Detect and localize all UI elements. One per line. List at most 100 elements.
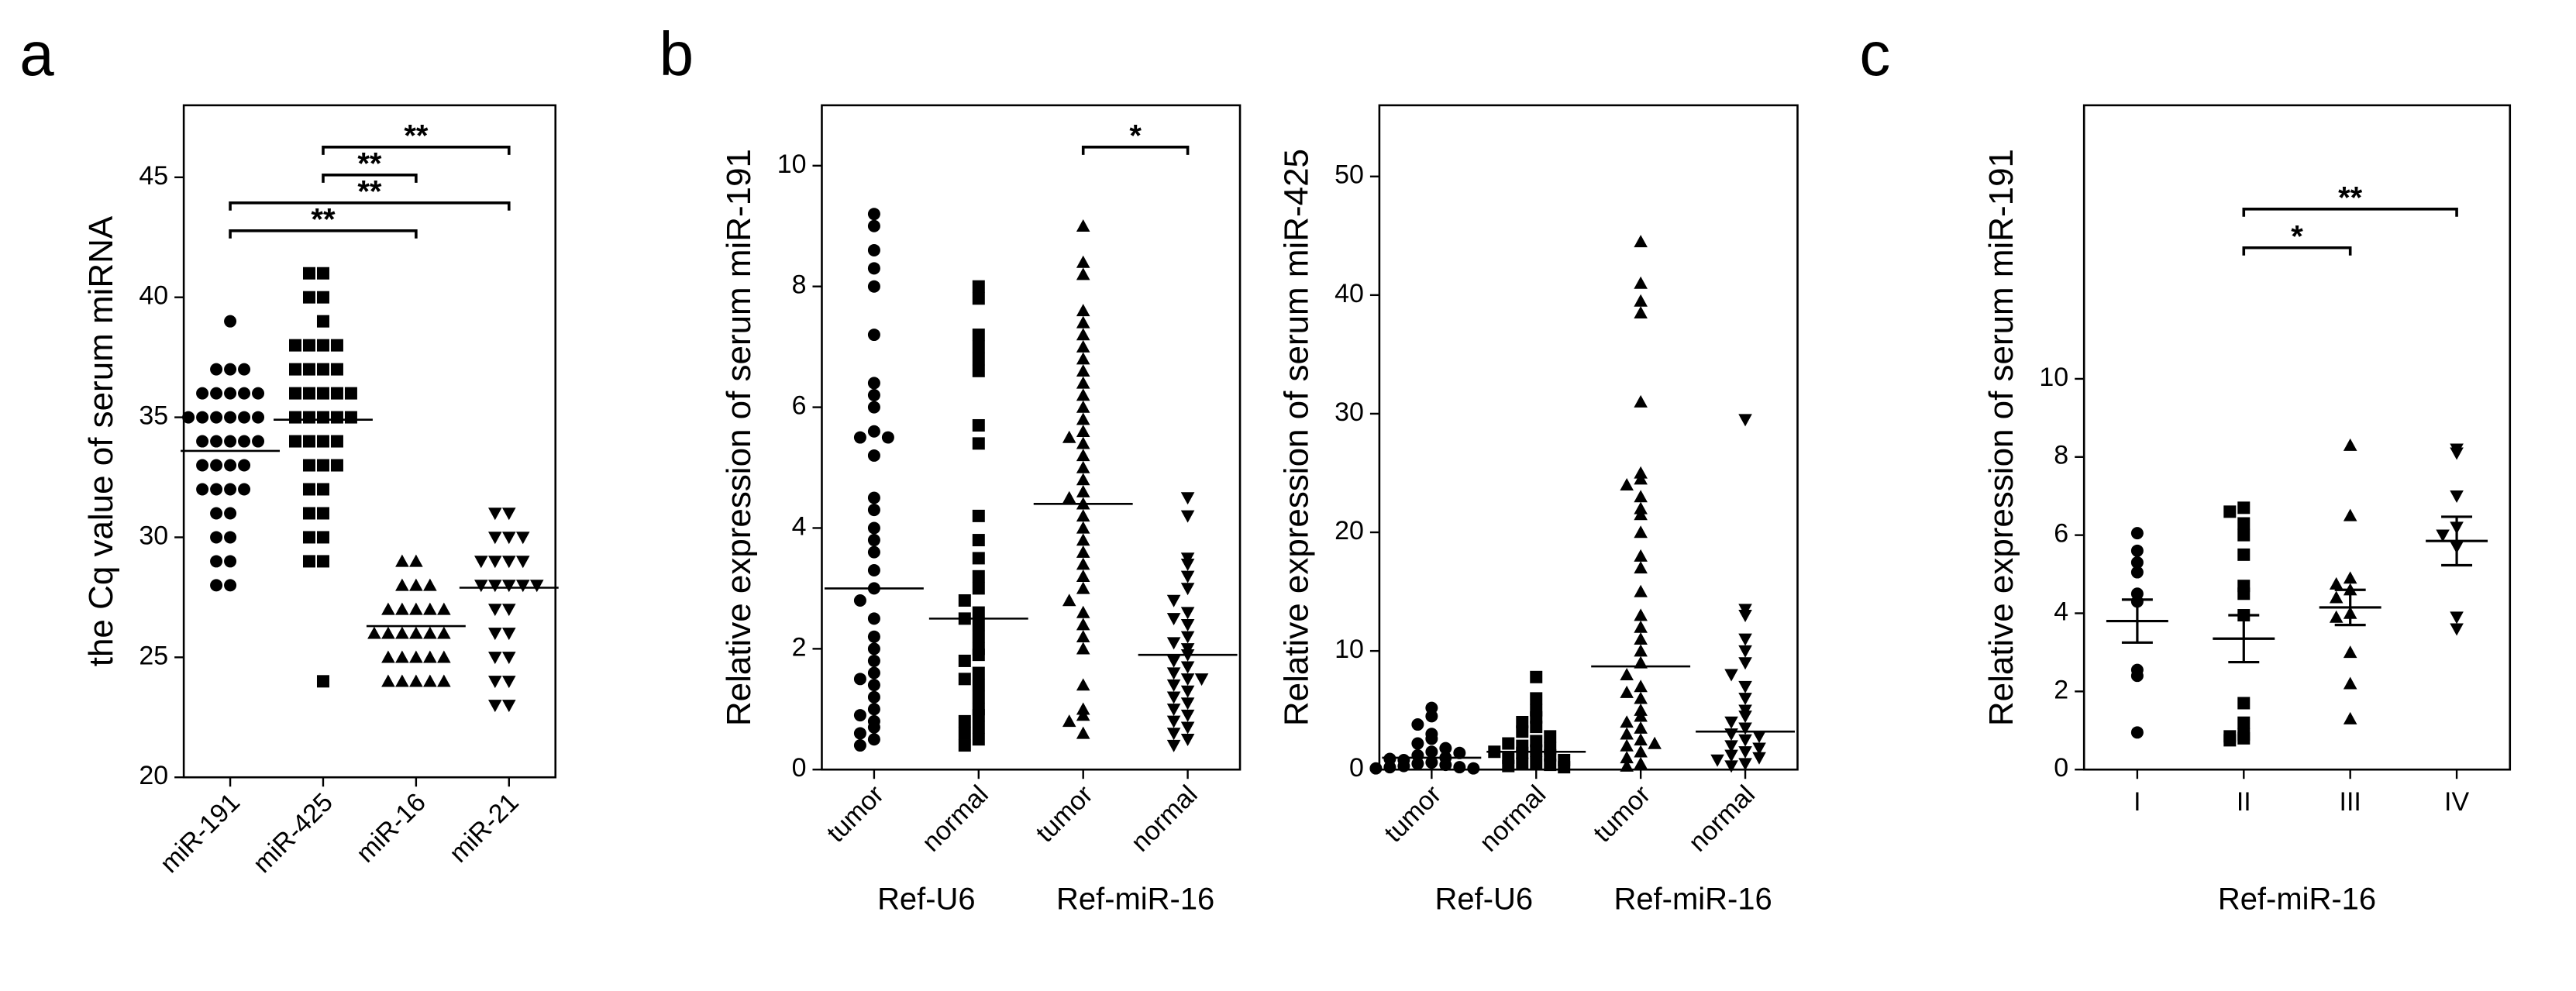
data-point xyxy=(1502,737,1515,750)
data-point xyxy=(1076,376,1090,389)
data-point xyxy=(515,580,530,593)
data-point xyxy=(1738,633,1752,646)
data-point xyxy=(2223,505,2237,518)
data-point xyxy=(196,435,209,448)
data-point xyxy=(316,411,329,424)
data-point xyxy=(238,435,251,448)
data-point xyxy=(238,483,251,496)
significance-label: ** xyxy=(311,202,336,236)
data-point xyxy=(972,679,985,692)
data-point xyxy=(409,674,423,687)
significance-label: ** xyxy=(357,174,382,208)
data-point xyxy=(224,507,237,520)
data-point xyxy=(2237,587,2251,600)
data-point xyxy=(1180,583,1195,596)
x-tick-label: miR-16 xyxy=(351,787,432,868)
data-point xyxy=(1166,704,1181,717)
data-point xyxy=(210,531,223,544)
data-point xyxy=(867,243,880,256)
data-point xyxy=(1738,734,1752,747)
data-point xyxy=(1076,460,1090,473)
data-point xyxy=(1076,400,1090,413)
data-point xyxy=(409,578,423,591)
data-point xyxy=(1411,737,1424,750)
data-point xyxy=(1076,605,1090,618)
data-point xyxy=(2130,544,2144,557)
data-point xyxy=(488,556,502,569)
data-point xyxy=(2130,566,2144,579)
data-point xyxy=(2237,501,2251,514)
data-point xyxy=(1724,669,1738,682)
data-point xyxy=(302,531,315,544)
data-point xyxy=(1180,607,1195,620)
data-point xyxy=(316,363,329,376)
x-axis-label: Ref-miR-16 xyxy=(2218,883,2376,917)
data-point xyxy=(501,556,516,569)
significance-bracket xyxy=(2242,207,2458,217)
group-label: Ref-miR-16 xyxy=(1613,883,1772,917)
panel-letter: b xyxy=(659,19,694,88)
data-point xyxy=(2450,490,2464,503)
data-point xyxy=(853,594,866,607)
data-point xyxy=(867,262,880,275)
y-tick-label: 2 xyxy=(792,632,807,662)
data-point xyxy=(1180,721,1195,735)
data-point xyxy=(289,339,301,352)
data-point xyxy=(316,483,329,496)
data-point xyxy=(224,363,237,376)
data-point xyxy=(972,649,985,662)
y-tick-label: 40 xyxy=(139,281,168,311)
data-point xyxy=(316,291,329,304)
data-point xyxy=(501,676,516,689)
y-axis-label: the Cq value of serum miRNA xyxy=(82,215,120,666)
data-point xyxy=(302,483,315,496)
data-point xyxy=(1076,339,1090,353)
data-point xyxy=(1180,631,1195,644)
data-point xyxy=(867,219,880,232)
y-tick-label: 10 xyxy=(2039,363,2068,392)
data-point xyxy=(1634,691,1648,704)
data-point xyxy=(1062,490,1076,504)
data-point xyxy=(224,579,237,592)
data-point xyxy=(1076,557,1090,570)
data-point xyxy=(395,602,409,615)
x-tick-label: miR-191 xyxy=(154,787,246,879)
significance-label: ** xyxy=(404,119,429,153)
data-point xyxy=(1076,328,1090,341)
y-tick-label: 10 xyxy=(1334,635,1364,664)
data-point xyxy=(302,411,315,424)
data-point xyxy=(1544,730,1557,743)
data-point xyxy=(196,459,209,472)
data-point xyxy=(881,431,894,444)
plot-frame xyxy=(182,104,557,779)
data-point xyxy=(972,534,985,547)
data-point xyxy=(1634,584,1648,597)
data-point xyxy=(252,387,265,400)
data-point xyxy=(853,727,866,740)
data-point xyxy=(1558,761,1571,774)
data-point xyxy=(1411,718,1424,731)
data-point xyxy=(1634,549,1648,562)
data-point xyxy=(330,411,343,424)
data-point xyxy=(972,552,985,565)
data-point xyxy=(1076,315,1090,329)
data-point xyxy=(2329,610,2344,623)
x-tick-label: normal xyxy=(1474,779,1551,857)
data-point xyxy=(867,534,880,547)
data-point xyxy=(867,642,880,656)
data-point xyxy=(224,435,237,448)
plot-frame xyxy=(821,104,1242,771)
data-point xyxy=(1076,473,1090,486)
data-point xyxy=(1194,673,1209,686)
data-point xyxy=(2223,734,2237,747)
data-point xyxy=(1516,715,1529,728)
data-point xyxy=(867,654,880,667)
data-point xyxy=(1166,691,1181,704)
data-point xyxy=(409,602,423,615)
data-point xyxy=(867,401,880,414)
data-point xyxy=(867,690,880,704)
data-point xyxy=(1076,708,1090,721)
data-point xyxy=(488,580,502,593)
data-point xyxy=(1076,629,1090,642)
y-tick-label: 30 xyxy=(139,521,168,550)
